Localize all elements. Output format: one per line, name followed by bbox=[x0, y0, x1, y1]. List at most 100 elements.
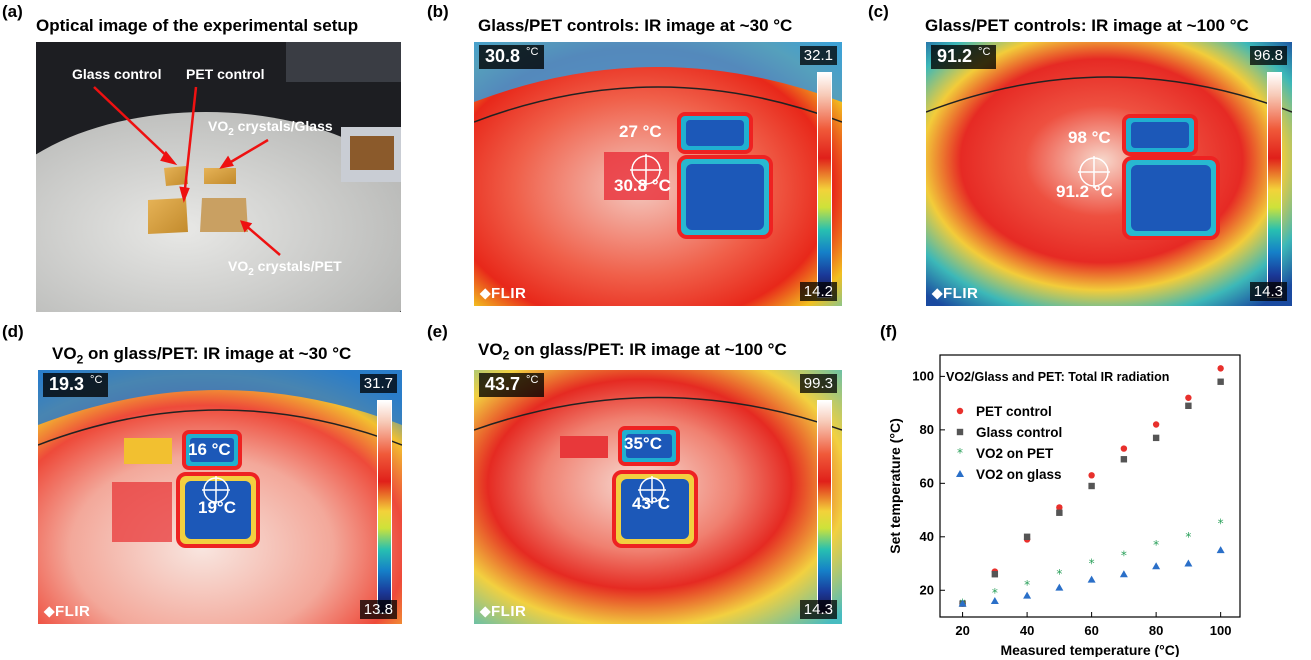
panel-c-ir-image: 91.2 °C 96.8 14.3 98 °C 91.2 °C ⬥FLIR bbox=[926, 42, 1292, 306]
colorbar-b bbox=[817, 72, 832, 298]
ir-scene-b bbox=[474, 42, 842, 306]
panel-f-label: (f) bbox=[880, 322, 897, 341]
colorbar-d bbox=[377, 400, 392, 614]
readout-b: 30.8 °C bbox=[479, 45, 545, 69]
data-point: * bbox=[1121, 549, 1127, 563]
panel-e-title: VO2 on glass/PET: IR image at ~100 °C bbox=[478, 340, 787, 363]
legend-marker bbox=[956, 428, 964, 436]
panel-b-ir-image: 30.8 °C 32.1 14.2 27 °C 30.8 °C ⬥FLIR bbox=[474, 42, 842, 306]
scale-max-b: 32.1 bbox=[799, 46, 837, 65]
data-point bbox=[1087, 575, 1096, 583]
data-point bbox=[1152, 421, 1160, 428]
data-point bbox=[1185, 402, 1192, 409]
pet-control-label: PET control bbox=[186, 66, 265, 82]
data-point bbox=[1055, 583, 1064, 591]
scale-min-b: 14.2 bbox=[799, 282, 837, 301]
data-point: * bbox=[1056, 567, 1062, 581]
panel-d-label: (d) bbox=[2, 322, 24, 341]
scatter-chart: 20 40 60 80 100 20 40 60 80 100 Measured temperatu… bbox=[887, 354, 1241, 657]
temp-lower-d: 19°C bbox=[198, 498, 236, 517]
flir-logo-c: ⬥FLIR bbox=[932, 285, 979, 302]
temp-upper-d: 16 °C bbox=[188, 440, 231, 459]
photo-scene bbox=[36, 42, 401, 312]
chart-title: VO2/Glass and PET: Total IR radiation bbox=[946, 370, 1169, 384]
panel-a-photo: Glass control PET control VO2 crystals/G… bbox=[36, 42, 401, 312]
flir-logo-e: ⬥FLIR bbox=[480, 603, 527, 620]
data-point: * bbox=[1089, 557, 1095, 571]
x-tick-label: 80 bbox=[1149, 623, 1163, 638]
data-point bbox=[1216, 546, 1225, 554]
scale-max-d: 31.7 bbox=[359, 374, 397, 393]
data-point bbox=[1152, 562, 1161, 570]
readout-d: 19.3 °C bbox=[43, 373, 109, 397]
panel-b-title: Glass/PET controls: IR image at ~30 °C bbox=[478, 16, 793, 35]
data-point: * bbox=[992, 586, 998, 600]
data-point bbox=[1120, 456, 1128, 463]
legend-label: VO2 on glass bbox=[976, 467, 1062, 482]
flir-logo-b: ⬥FLIR bbox=[480, 285, 527, 302]
panel-b-label: (b) bbox=[427, 2, 449, 21]
vo2-glass-label: VO2 crystals/Glass bbox=[208, 118, 333, 138]
y-tick-label: 100 bbox=[912, 368, 934, 383]
scale-min-e: 14.3 bbox=[799, 600, 837, 619]
scale-max-c: 96.8 bbox=[1249, 46, 1287, 65]
vo2-pet-sample bbox=[200, 198, 248, 232]
data-point bbox=[1056, 504, 1063, 511]
legend-marker bbox=[956, 470, 964, 477]
data-point bbox=[1184, 559, 1193, 567]
panel-a-title: Optical image of the experimental setup bbox=[36, 16, 359, 35]
legend-marker bbox=[956, 407, 964, 415]
data-point: * bbox=[1185, 530, 1191, 544]
scale-min-c: 14.3 bbox=[1249, 282, 1287, 301]
panel-a-label: (a) bbox=[2, 2, 23, 21]
temp-lower-e: 43°C bbox=[632, 494, 670, 513]
temp-upper-c: 98 °C bbox=[1068, 128, 1111, 147]
panel-c-title: Glass/PET controls: IR image at ~100 °C bbox=[925, 16, 1249, 35]
data-point bbox=[1120, 445, 1128, 452]
y-tick-label: 80 bbox=[920, 422, 934, 437]
glass-control-sample bbox=[164, 166, 188, 186]
data-point bbox=[1056, 509, 1063, 516]
y-axis-label: Set temperature (°C) bbox=[887, 418, 903, 554]
temp-upper-b: 27 °C bbox=[619, 122, 662, 141]
pet-control-sample bbox=[148, 198, 188, 234]
vo2-pet-label: VO2 crystals/PET bbox=[228, 258, 342, 278]
ir-scene-e bbox=[474, 370, 842, 624]
x-axis-label: Measured temperature (°C) bbox=[1000, 642, 1179, 657]
x-tick-label: 20 bbox=[955, 623, 969, 638]
data-point: * bbox=[1153, 538, 1159, 552]
ir-scene-c bbox=[926, 42, 1292, 306]
x-tick-label: 100 bbox=[1210, 623, 1232, 638]
panel-e-label: (e) bbox=[427, 322, 448, 341]
data-point bbox=[1185, 394, 1192, 401]
plot-frame bbox=[939, 354, 1241, 618]
y-tick-label: 60 bbox=[920, 475, 934, 490]
ir-scene-d bbox=[38, 370, 402, 624]
temp-upper-e: 35°C bbox=[624, 434, 662, 453]
data-point bbox=[1088, 472, 1095, 479]
vo2-glass-sample bbox=[204, 168, 236, 184]
temp-lower-c: 91.2 °C bbox=[1056, 182, 1113, 201]
scale-max-e: 99.3 bbox=[799, 374, 837, 393]
data-point: * bbox=[1024, 578, 1030, 592]
panel-d-title: VO2 on glass/PET: IR image at ~30 °C bbox=[52, 344, 352, 367]
panel-d-ir-image: 19.3 °C 31.7 13.8 16 °C 19°C ⬥FLIR bbox=[38, 370, 402, 624]
glass-control-label: Glass control bbox=[72, 66, 162, 82]
panel-e-ir-image: 43.7 °C 99.3 14.3 35°C 43°C ⬥FLIR bbox=[474, 370, 842, 624]
colorbar-e bbox=[817, 400, 832, 614]
temp-lower-b: 30.8 °C bbox=[614, 176, 671, 195]
readout-e: 43.7 °C bbox=[479, 373, 545, 397]
scale-min-d: 13.8 bbox=[359, 600, 397, 619]
panel-c-label: (c) bbox=[868, 2, 889, 21]
y-tick-label: 20 bbox=[920, 582, 934, 597]
x-tick-label: 60 bbox=[1084, 623, 1098, 638]
data-point bbox=[1217, 365, 1224, 372]
data-point bbox=[1088, 482, 1095, 490]
colorbar-c bbox=[1267, 72, 1282, 298]
readout-c: 91.2 °C bbox=[931, 45, 997, 69]
y-tick-label: 40 bbox=[920, 529, 934, 544]
x-tick-label: 40 bbox=[1020, 623, 1034, 638]
legend-marker: * bbox=[957, 446, 963, 460]
legend-label: PET control bbox=[976, 404, 1052, 419]
legend-label: VO2 on PET bbox=[976, 446, 1054, 461]
